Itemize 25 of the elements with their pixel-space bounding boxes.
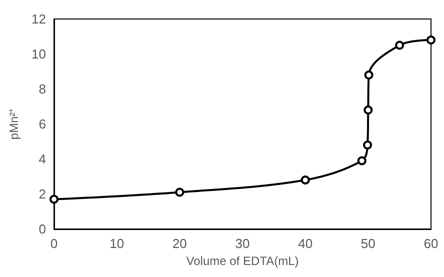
point — [300, 176, 310, 184]
y-tick-label: 8 — [38, 82, 46, 96]
point — [395, 40, 404, 50]
x-tick-label: 40 — [298, 236, 313, 251]
point — [426, 36, 436, 44]
x-tick-label: 30 — [235, 236, 250, 251]
x-tick-label: 50 — [360, 236, 376, 251]
point — [175, 188, 184, 197]
y-tick-label: 6 — [38, 116, 46, 132]
y-tick-label: 0 — [38, 222, 46, 236]
point — [364, 70, 374, 80]
x-axis-title: Volume of EDTA(mL) — [186, 254, 299, 268]
y-tick-label: 2 — [38, 186, 46, 202]
point — [357, 156, 366, 166]
x-tick-label: 20 — [172, 236, 187, 251]
y-tick-label: 10 — [32, 46, 46, 62]
y-axis-title: pMn²⁺ — [7, 108, 21, 140]
point — [50, 194, 58, 204]
point — [364, 106, 373, 114]
x-tick-label: 0 — [50, 236, 58, 251]
x-tick-label: 10 — [110, 236, 124, 251]
y-tick-label: 12 — [32, 12, 46, 26]
y-tick-label: 4 — [38, 152, 46, 166]
x-tick-label: 60 — [424, 236, 438, 251]
point — [363, 140, 372, 150]
